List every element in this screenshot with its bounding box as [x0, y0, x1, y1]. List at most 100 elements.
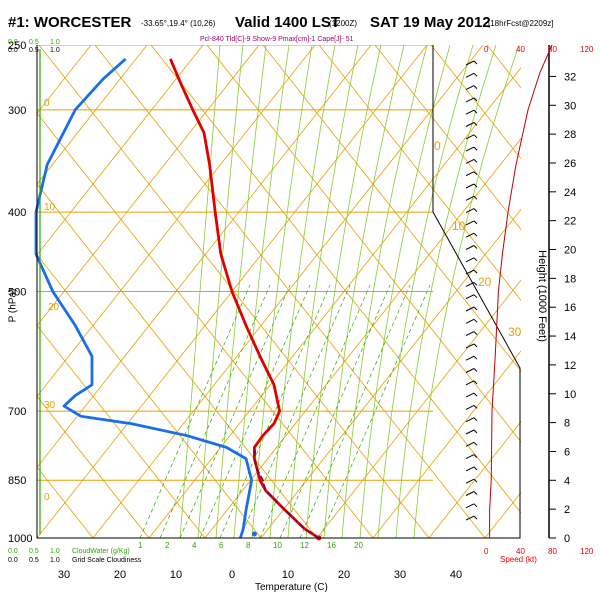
top-cloudiness-tick: 0.0: [8, 47, 18, 54]
temperature-tick-label: 30: [58, 569, 70, 581]
wind-barb: [465, 245, 475, 250]
moist-adiabat-line: [413, 45, 520, 538]
wind-barb: [465, 429, 475, 435]
wind-barb-flag: [473, 355, 478, 360]
wind-barb-flag: [473, 122, 478, 126]
dry-adiabat-line: [262, 45, 521, 372]
height-tick-label: 20: [564, 245, 576, 257]
height-axis-label: Height (1000 Feet): [535, 250, 548, 342]
series-lines: [34, 57, 322, 541]
wind-barb-flag: [473, 146, 478, 151]
wind-barb-flag: [473, 159, 478, 163]
isotherm-line: [428, 421, 521, 538]
surface-dewpoint-marker: [251, 531, 257, 537]
isotherm-label: 10: [452, 219, 466, 233]
bottom-cloudwater-tick: 1.0: [50, 548, 60, 555]
temperature-tick-label: 0: [229, 569, 235, 581]
wind-barb: [465, 294, 475, 300]
top-cloudiness-tick: 0.5: [29, 47, 39, 54]
wind-barb-flag: [473, 441, 478, 446]
top-cloudiness-tick: 1.0: [50, 47, 60, 54]
wind-barb: [465, 122, 475, 127]
mixing-ratio-line: [299, 284, 411, 538]
temperature-tick-label: 10: [282, 569, 294, 581]
mixing-ratio-label: 8: [246, 541, 251, 550]
dry-adiabat-line: [430, 45, 521, 160]
wind-barb-flag: [473, 491, 478, 495]
wind-barb-flag: [473, 171, 478, 176]
pressure-tick-label: 300: [8, 105, 26, 117]
wind-barb-flag: [473, 392, 478, 397]
wind-barb: [465, 85, 475, 91]
isotherm-line: [316, 279, 521, 538]
height-tick-label: 12: [564, 360, 576, 372]
mixing-ratio-line: [219, 284, 331, 538]
wind-barb-flag: [473, 466, 478, 471]
wind-barb: [465, 306, 475, 312]
wind-barb-flag: [473, 257, 478, 262]
date: SAT 19 May 2012: [370, 14, 491, 31]
wind-barb: [465, 491, 475, 496]
wind-barb-flag: [473, 208, 478, 212]
height-tick-label: 16: [564, 302, 576, 314]
temperature-tick-label: 20: [114, 569, 126, 581]
wind-barb-flag: [473, 232, 478, 237]
wind-barb: [465, 404, 475, 410]
wind-barb-flag: [473, 306, 478, 311]
bottom-cloudwater-tick: 0.5: [29, 548, 39, 555]
pressure-tick-label: 250: [8, 40, 26, 52]
height-tick-label: 6: [564, 446, 570, 458]
wind-barb-flag: [473, 85, 478, 89]
wind-barb-flag: [473, 97, 478, 102]
wind-barb: [465, 195, 475, 201]
speed-tick-label: 120: [580, 547, 594, 556]
height-tick-label: 22: [564, 216, 576, 228]
height-tick-label: 10: [564, 389, 576, 401]
wind-barb: [465, 417, 475, 423]
isotherm-line: [372, 350, 521, 538]
valid-time: Valid 1400 LST: [235, 14, 341, 31]
isotherm-label: 0: [44, 492, 50, 503]
cloudwater-label: CloudWater (g/Kg): [72, 548, 130, 555]
wind-barb: [465, 220, 475, 226]
wind-barb-flag: [473, 109, 478, 114]
dry-adiabat-line: [37, 324, 206, 538]
dry-adiabat-line: [374, 45, 521, 231]
pressure-tick-label: 700: [8, 406, 26, 418]
x-axis-label: Temperature (C): [255, 582, 328, 593]
speed-top-tick-label: 120: [580, 45, 594, 54]
wind-barb-flag: [473, 343, 478, 348]
isotherm-label: 0: [44, 98, 50, 109]
speed-top-tick-label: 40: [516, 45, 525, 54]
wind-barb-flag: [473, 245, 478, 249]
isotherm-line: [260, 208, 521, 538]
mixing-ratio-line: [319, 284, 431, 538]
wind-barb: [465, 158, 475, 164]
wind-barb: [465, 232, 475, 238]
speed-top-tick-label: 0: [484, 45, 489, 54]
bottom-cloudiness-tick: 1.0: [50, 557, 60, 564]
wind-barb: [465, 368, 475, 373]
isotherm-label: 30: [508, 325, 522, 339]
height-tick-label: 0: [564, 533, 570, 545]
series-line-dew-point: [34, 57, 254, 539]
pressure-tick-label: 500: [8, 287, 26, 299]
series-line-temperature: [169, 58, 320, 540]
stability-indices: Pcl-840 Tld[C]-9 Show-9 Pmax[cm]-1 Cape[…: [200, 36, 354, 43]
wind-barb: [465, 503, 475, 509]
wind-barb: [465, 355, 475, 361]
mixing-ratio-label: 16: [327, 541, 336, 550]
wind-barb: [465, 281, 475, 287]
mixing-ratio-label: 10: [273, 541, 282, 550]
bottom-cloudiness-tick: 0.5: [29, 557, 39, 564]
mixing-ratio-label: 6: [219, 541, 224, 550]
wind-barb: [465, 515, 475, 521]
wind-barb: [465, 343, 475, 349]
height-tick-label: 32: [564, 71, 576, 83]
wind-barb-flag: [473, 368, 478, 372]
height-tick-label: 24: [564, 187, 576, 199]
height-tick-label: 30: [564, 100, 576, 112]
wind-barb-flag: [473, 331, 478, 335]
top-cloudwater-tick: 0.5: [29, 39, 39, 46]
